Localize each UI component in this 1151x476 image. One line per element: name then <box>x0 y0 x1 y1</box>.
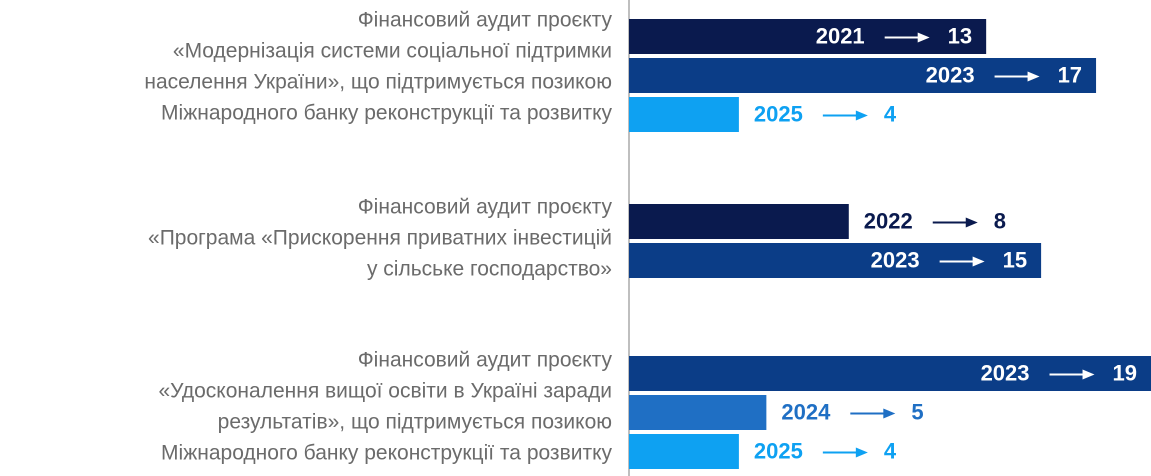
bar-value: 13 <box>948 23 972 48</box>
bar <box>629 434 739 469</box>
bar-year: 2024 <box>781 399 831 424</box>
group-label: Фінансовий аудит проєкту <box>358 349 613 372</box>
bar-value: 5 <box>911 399 923 424</box>
arrow-head <box>883 408 896 419</box>
bar <box>629 97 739 132</box>
group-label: Фінансовий аудит проєкту <box>358 9 613 32</box>
bar-year: 2023 <box>981 360 1030 385</box>
bar-year: 2023 <box>871 247 920 272</box>
arrow-head <box>965 217 978 228</box>
group-label: «Програма «Прискорення приватних інвести… <box>148 227 612 250</box>
arrow-head <box>972 256 985 267</box>
group-label: результатів», що підтримується позикою <box>218 411 612 434</box>
arrow-head <box>917 32 930 43</box>
bar-value: 4 <box>884 101 897 126</box>
bar <box>629 204 849 239</box>
bar-year: 2025 <box>754 438 803 463</box>
bar-year: 2022 <box>864 208 913 233</box>
group-label: Міжнародного банку реконструкції та розв… <box>161 102 612 125</box>
bar <box>629 19 987 54</box>
arrow-head <box>855 110 868 121</box>
bar-value: 4 <box>884 438 897 463</box>
bar-year: 2023 <box>926 62 975 87</box>
arrow-head <box>855 447 868 458</box>
group-label: Фінансовий аудит проєкту <box>358 196 613 219</box>
group-label: у сільське господарство» <box>367 258 612 281</box>
bar-value: 8 <box>994 208 1006 233</box>
bar-year: 2025 <box>754 101 803 126</box>
group-label: Міжнародного банку реконструкції та розв… <box>161 442 612 465</box>
bar-value: 15 <box>1003 247 1027 272</box>
group-label: «Удосконалення вищої освіти в Україні за… <box>159 380 613 403</box>
bar-year: 2021 <box>816 23 865 48</box>
bar-value: 17 <box>1058 62 1082 87</box>
arrow-head <box>1027 71 1040 82</box>
group-label: населення України», що підтримується поз… <box>144 71 612 94</box>
arrow-head <box>1082 369 1095 380</box>
group-label: «Модернізація системи соціальної підтрим… <box>173 40 612 63</box>
bar-value: 19 <box>1113 360 1137 385</box>
bar <box>629 395 767 430</box>
